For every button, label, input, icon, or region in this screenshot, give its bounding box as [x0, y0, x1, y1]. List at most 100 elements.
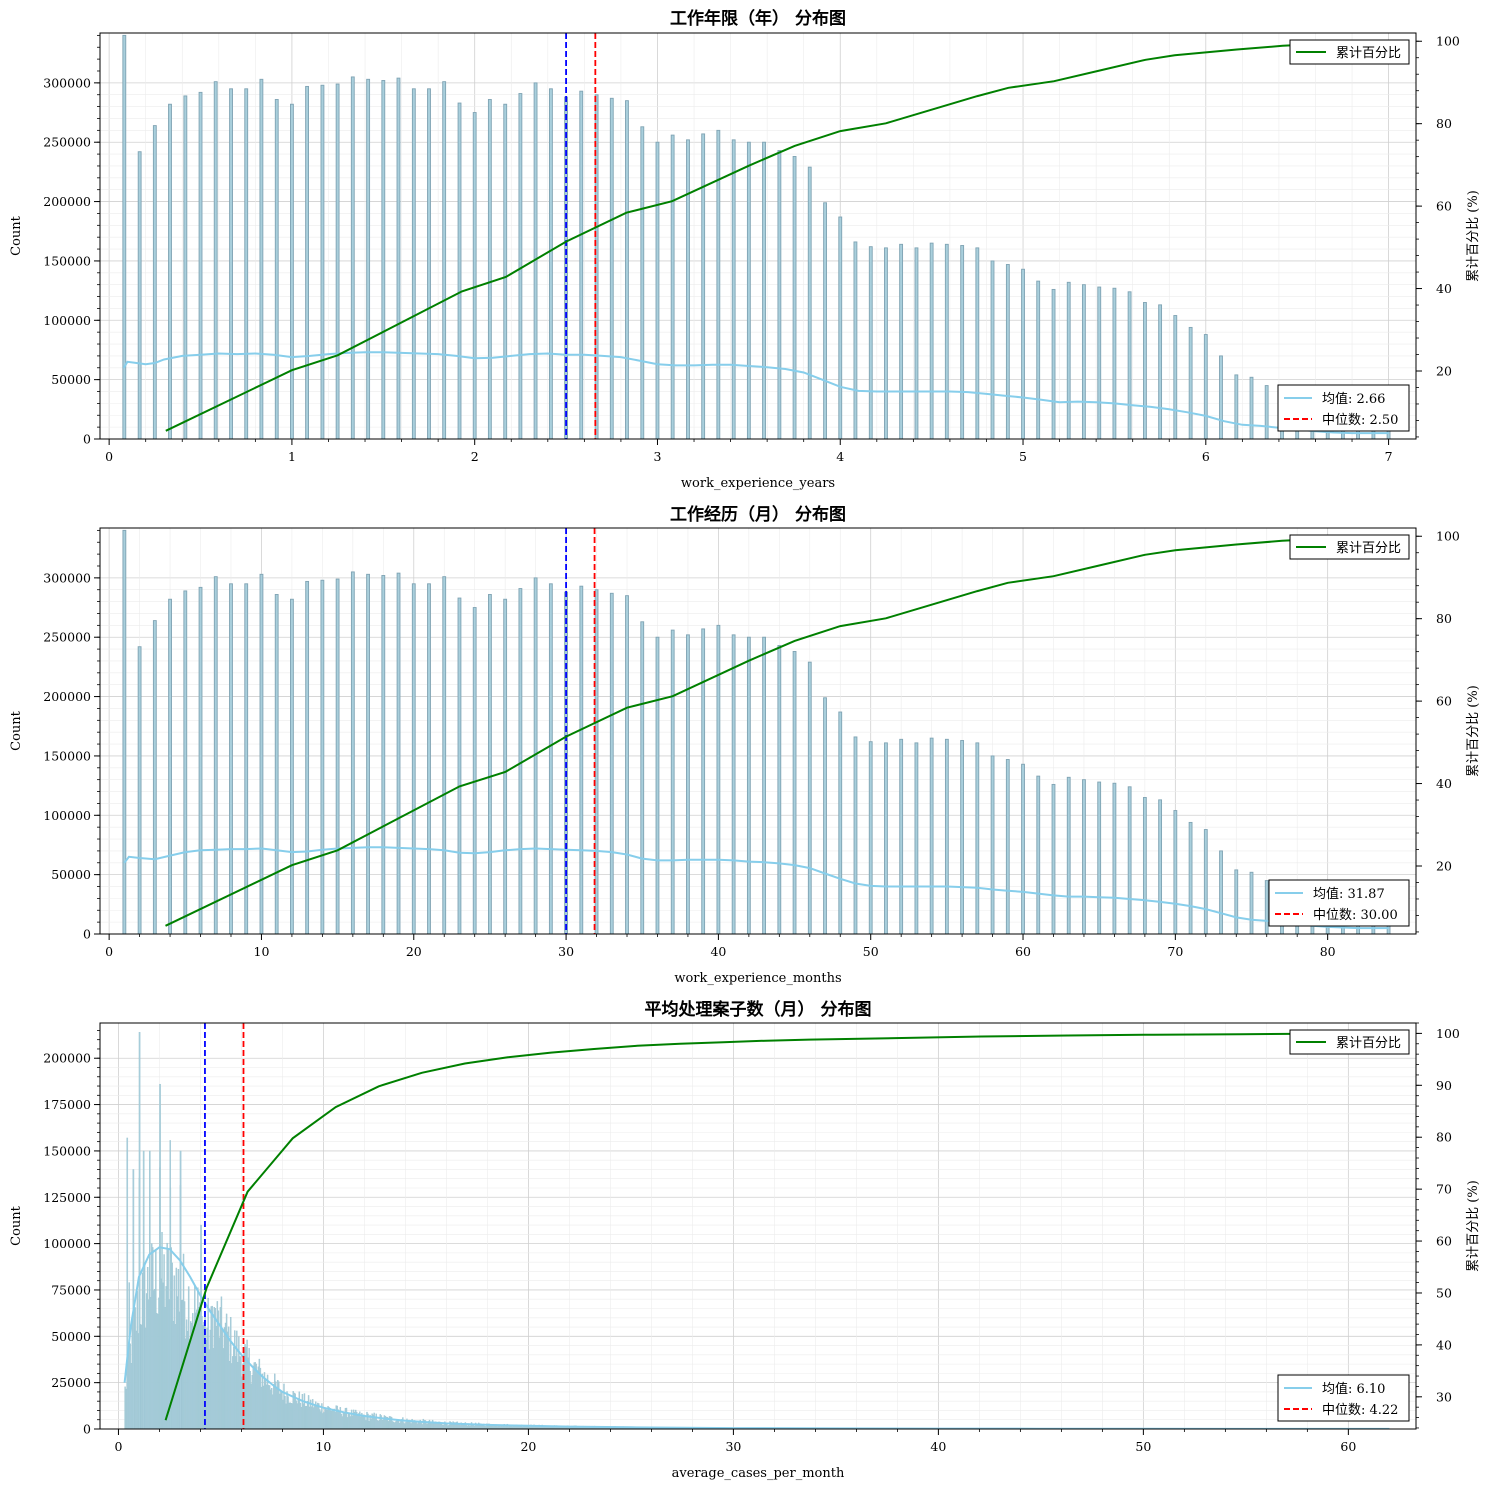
histogram-bar — [396, 572, 401, 934]
histogram-bar — [1127, 291, 1132, 439]
histogram-bar — [335, 578, 340, 934]
histogram-bar — [762, 141, 766, 439]
histogram-bar — [1021, 763, 1025, 934]
histogram-bar — [853, 736, 858, 934]
histogram-bar — [1112, 287, 1117, 439]
histogram-bar — [381, 575, 386, 934]
minor-grid — [100, 1023, 1416, 1429]
histogram-bar — [183, 590, 188, 934]
x-tick-label: 60 — [1015, 944, 1031, 959]
histogram-bar — [868, 246, 873, 439]
y2-tick-label: 80 — [1436, 116, 1452, 131]
x-tick-label: 6 — [1202, 449, 1210, 464]
y2-axis-label: 累计百分比 (%) — [1466, 685, 1481, 777]
x-tick-label: 3 — [653, 449, 661, 464]
histogram-bar — [549, 88, 553, 439]
histogram-bar — [350, 76, 355, 439]
x-tick-label: 60 — [1340, 1439, 1356, 1454]
y-tick-label: 25000 — [51, 1375, 91, 1390]
y2-tick-label: 90 — [1436, 1078, 1452, 1093]
y2-tick-label: 80 — [1436, 611, 1452, 626]
histogram-bar — [1143, 302, 1147, 439]
histogram-bar — [472, 607, 477, 934]
histogram-bar — [442, 576, 447, 934]
histogram-bar — [1097, 286, 1102, 439]
legend-cumulative: 累计百分比 — [1289, 534, 1410, 560]
histogram-bar — [290, 598, 294, 934]
histogram-bar — [1234, 869, 1239, 934]
histogram-bar — [792, 651, 797, 934]
y-axis-label: Count — [9, 1205, 24, 1246]
histogram-bar — [944, 738, 949, 934]
histogram-bar — [762, 636, 766, 934]
x-tick-label: 7 — [1385, 449, 1393, 464]
histogram-bar — [640, 126, 645, 439]
x-tick-label: 50 — [863, 944, 879, 959]
histogram — [124, 1032, 1391, 1429]
y-tick-label: 200000 — [43, 689, 91, 704]
histogram-bar — [487, 99, 492, 439]
histogram-bar — [975, 742, 980, 934]
histogram-bar — [899, 738, 904, 934]
histogram-bar — [548, 583, 553, 934]
x-tick-label: 0 — [114, 1439, 122, 1454]
histogram-bar — [1097, 781, 1102, 934]
histogram-bar — [640, 621, 645, 934]
histogram-bar — [1051, 288, 1056, 439]
legend-stats: 均值: 31.87 中位数: 30.00 — [1268, 879, 1410, 927]
histogram-bar — [686, 139, 690, 439]
histogram-bar — [609, 97, 614, 439]
histogram-bar — [670, 134, 675, 439]
histogram-bar — [396, 77, 401, 439]
histogram-bar — [777, 150, 782, 439]
histogram-bar — [137, 151, 142, 439]
histogram-bar — [579, 585, 584, 934]
y-axis: 0 50000 100000 150000 200000 250000 300000 — [43, 34, 100, 447]
y-tick-label: 250000 — [43, 630, 91, 645]
histogram-bar — [1021, 268, 1025, 439]
histogram-bar — [503, 598, 508, 934]
plot-frame — [99, 32, 1417, 440]
legend-cumulative-label: 累计百分比 — [1336, 46, 1401, 61]
histogram-bar — [1219, 355, 1223, 439]
y2-tick-label: 50 — [1436, 1285, 1452, 1300]
histogram-bar — [1081, 284, 1086, 439]
y-tick-label: 100000 — [43, 808, 91, 823]
y2-axis-label: 累计百分比 (%) — [1466, 190, 1481, 282]
y2-tick-label: 100 — [1436, 529, 1460, 544]
histogram-bar — [1249, 871, 1254, 934]
histogram-bar — [411, 88, 416, 439]
histogram-bar — [122, 34, 127, 439]
histogram-bar — [625, 595, 629, 934]
histogram-bar — [1264, 385, 1269, 439]
legend-stats: 均值: 6.10 中位数: 4.22 — [1277, 1374, 1410, 1422]
histogram-bar — [1158, 799, 1163, 934]
histogram-bar — [488, 594, 492, 934]
y2-tick-label: 40 — [1436, 281, 1452, 296]
minor-grid — [100, 33, 1416, 439]
histogram-bar — [960, 245, 965, 439]
histogram-spike — [148, 1150, 151, 1429]
histogram-bar — [1066, 776, 1071, 934]
y-tick-label: 50000 — [51, 372, 91, 387]
histogram-bar — [350, 571, 355, 934]
y-tick-label: 300000 — [43, 570, 91, 585]
histogram-bar — [472, 112, 477, 439]
x-axis-label: average_cases_per_month — [672, 1466, 845, 1481]
y2-tick-label: 40 — [1436, 1337, 1452, 1352]
kde-line — [123, 1246, 1390, 1429]
histogram-bar — [1005, 759, 1010, 934]
histogram-bar — [427, 583, 431, 934]
x-axis-label: work_experience_months — [674, 971, 841, 986]
histogram-bar — [1066, 281, 1071, 439]
histogram-bar — [838, 711, 843, 934]
histogram-bar — [152, 125, 157, 439]
histogram-bar — [1142, 797, 1147, 934]
plot-frame — [99, 527, 1417, 935]
histogram-spike — [159, 1083, 161, 1429]
histogram-bar — [213, 576, 218, 934]
y-tick-label: 150000 — [43, 1143, 91, 1158]
histogram-bar — [427, 88, 431, 439]
legend-median-label: 中位数: 4.22 — [1322, 1403, 1398, 1418]
